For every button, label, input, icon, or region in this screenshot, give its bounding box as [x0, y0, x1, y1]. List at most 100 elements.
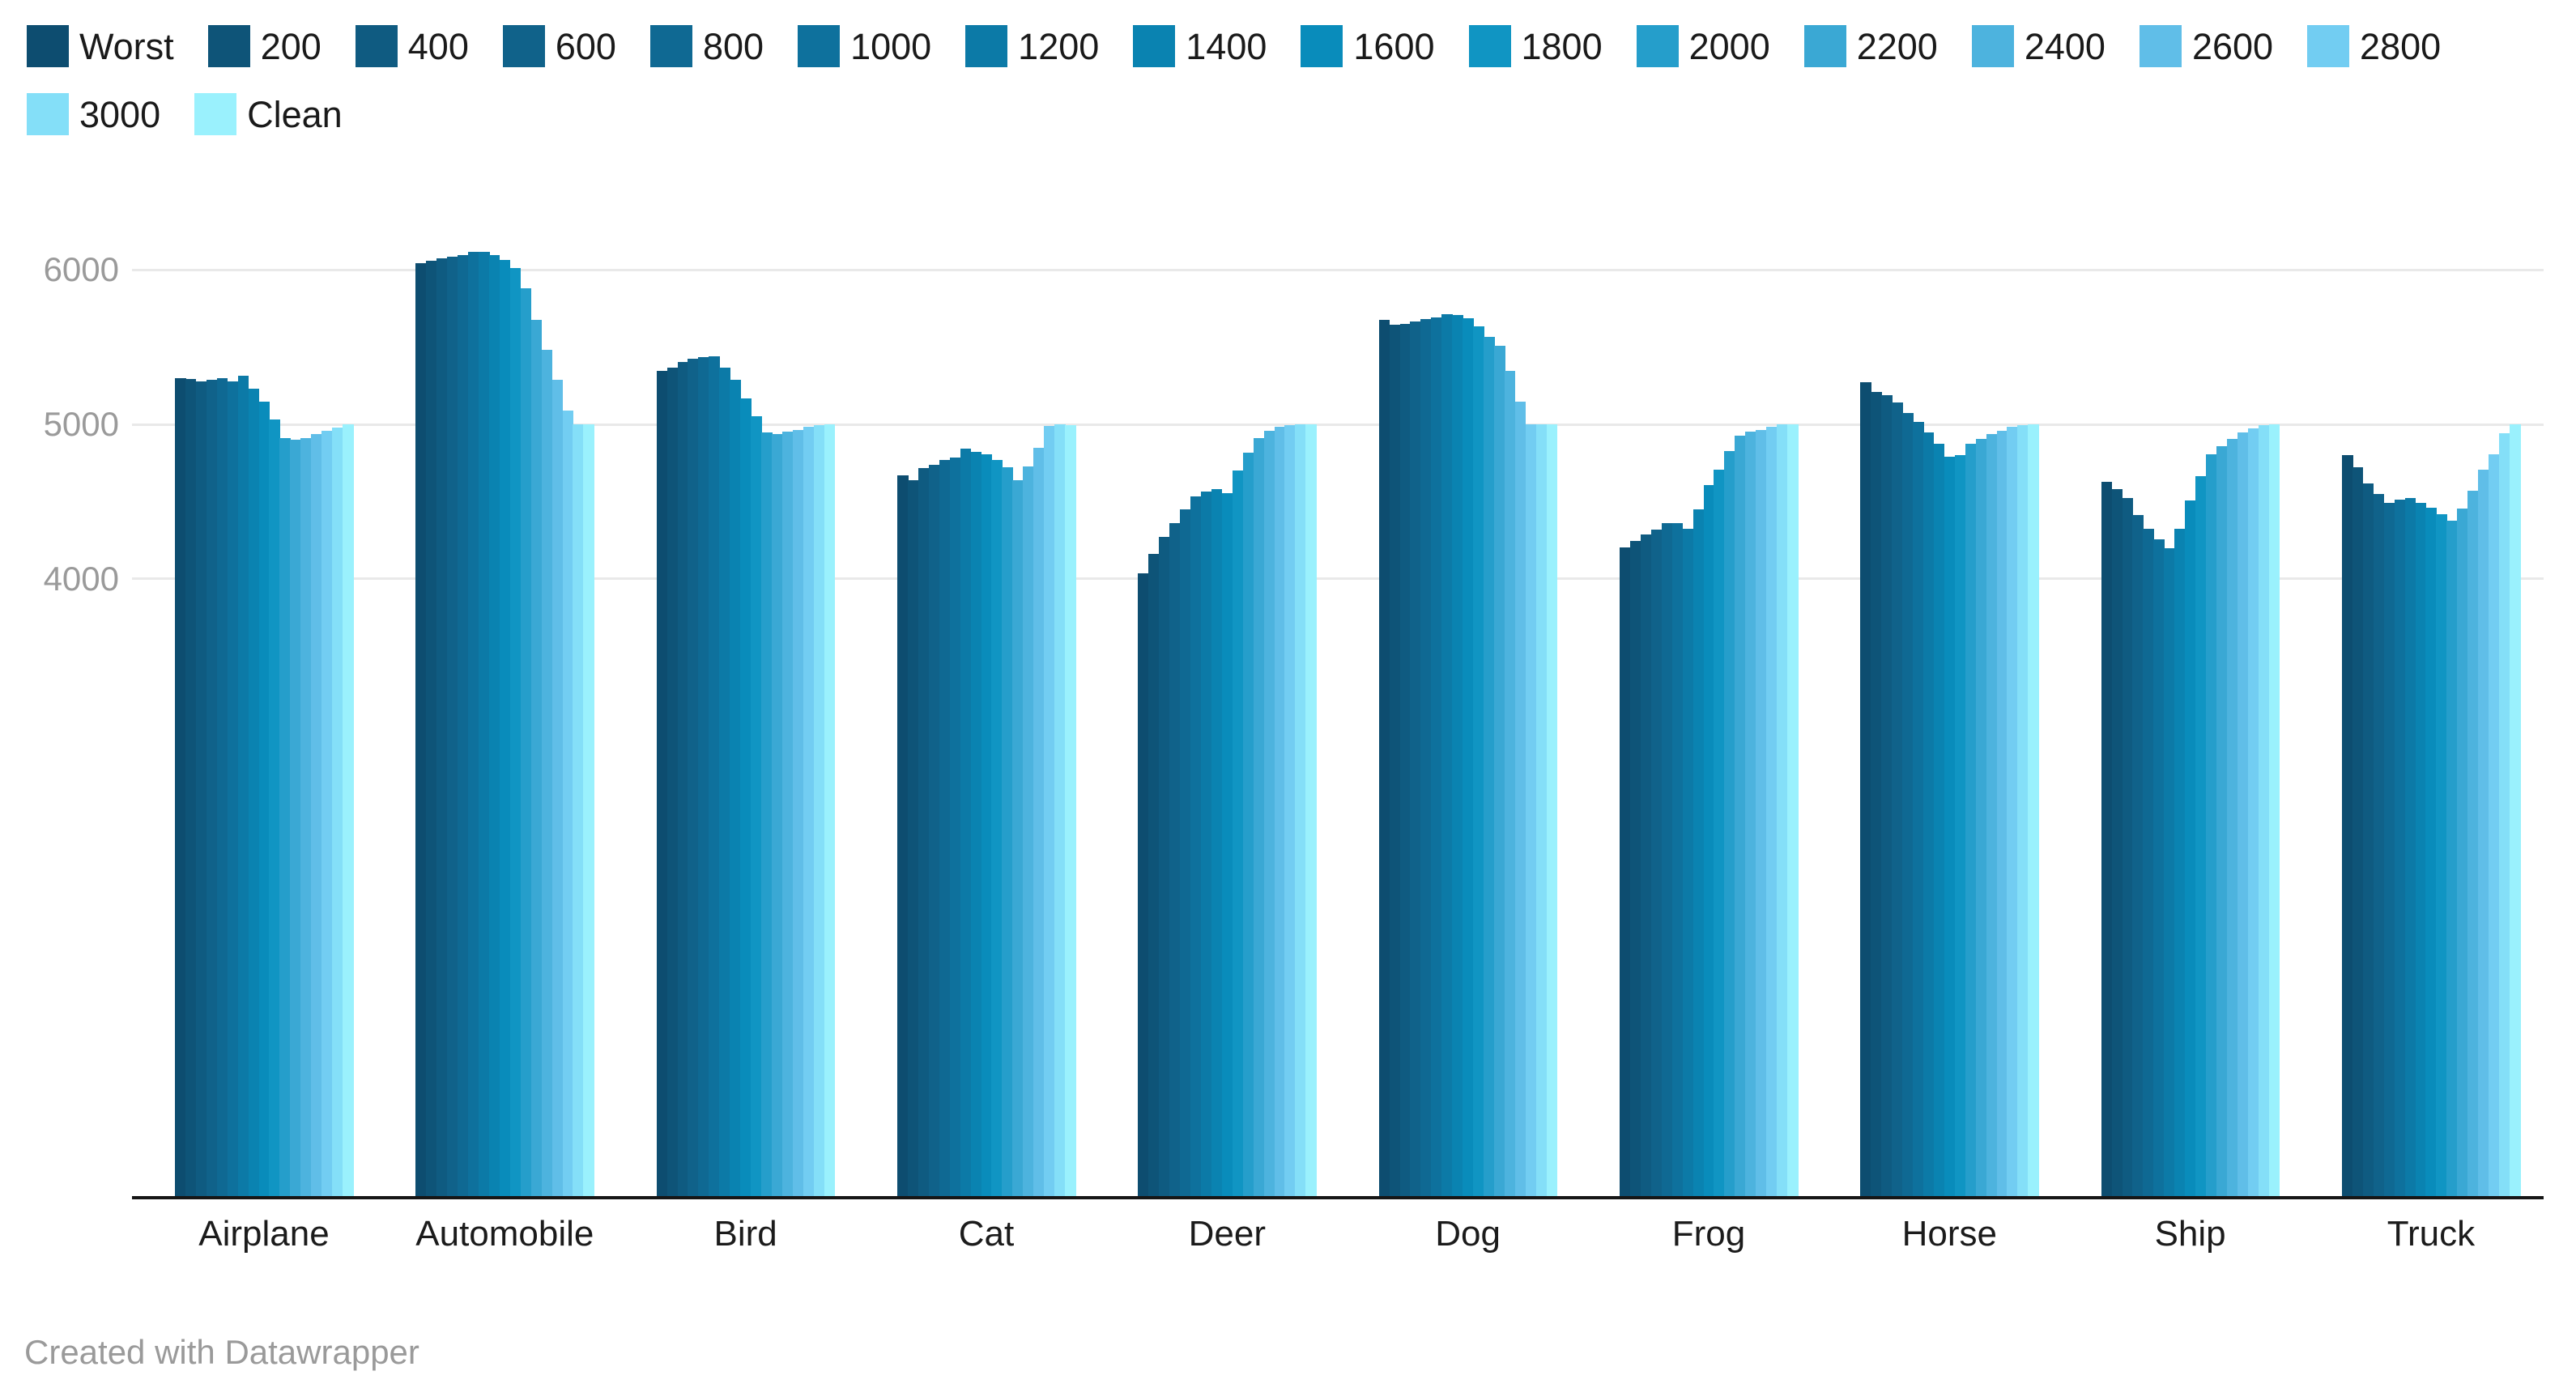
- bar-truck-1400: [2415, 503, 2427, 1196]
- bar-dog-1200: [1441, 313, 1453, 1196]
- bar-horse-worst: [1860, 381, 1871, 1196]
- x-axis-category-label: Automobile: [415, 1214, 594, 1254]
- legend-item: 1400: [1133, 25, 1267, 67]
- bar-ship-1400: [2174, 528, 2186, 1196]
- gridline-5000: [132, 423, 2544, 426]
- legend-label: 2000: [1688, 25, 1770, 67]
- bar-automobile-clean: [583, 424, 594, 1196]
- bar-dog-clean: [1546, 424, 1558, 1196]
- chart-legend: Worst 200 400 600 800 1000 1200 1400 1600 1800 200…: [27, 25, 2553, 135]
- legend-item: Worst: [27, 25, 174, 67]
- bar-cat-600: [928, 464, 940, 1196]
- legend-swatch: [502, 25, 545, 67]
- bar-horse-1200: [1922, 432, 1935, 1196]
- bar-bird-3000: [813, 424, 825, 1196]
- bar-cat-worst: [896, 475, 909, 1196]
- bar-bird-1800: [751, 415, 762, 1196]
- bar-cat-3000: [1054, 424, 1066, 1196]
- bar-cat-1200: [960, 449, 972, 1196]
- legend-item: 800: [649, 25, 764, 67]
- bar-deer-1200: [1200, 491, 1212, 1196]
- legend-swatch: [194, 93, 237, 135]
- legend-item: 3000: [27, 93, 160, 135]
- bar-frog-1600: [1703, 485, 1715, 1196]
- bar-airplane-2200: [290, 440, 301, 1196]
- bar-automobile-1400: [488, 255, 500, 1196]
- bar-ship-400: [2122, 497, 2134, 1196]
- bar-bird-2600: [792, 429, 804, 1196]
- bar-dog-1800: [1473, 326, 1484, 1196]
- gridline-6000: [132, 268, 2544, 271]
- x-axis-line: [132, 1196, 2544, 1199]
- legend-label: Worst: [79, 25, 174, 67]
- legend-swatch: [1468, 25, 1511, 67]
- bar-horse-200: [1871, 391, 1882, 1196]
- bar-truck-1800: [2436, 513, 2447, 1196]
- bar-deer-600: [1169, 522, 1181, 1196]
- bar-airplane-2600: [311, 434, 322, 1196]
- x-axis-category-label: Airplane: [198, 1214, 330, 1254]
- bar-automobile-1200: [478, 252, 490, 1196]
- bar-automobile-2400: [541, 349, 553, 1196]
- legend-item: 2000: [1636, 25, 1770, 67]
- legend-item: 2600: [2139, 25, 2273, 67]
- legend-swatch: [2139, 25, 2182, 67]
- legend-item: 200: [207, 25, 321, 67]
- bar-cat-1000: [949, 457, 961, 1196]
- legend-item: 600: [502, 25, 616, 67]
- y-axis-tick-label: 5000: [43, 405, 119, 443]
- bar-truck-200: [2352, 467, 2364, 1196]
- bar-truck-worst: [2341, 455, 2353, 1196]
- bar-frog-worst: [1619, 547, 1631, 1196]
- bar-bird-400: [677, 361, 689, 1196]
- bar-frog-1800: [1714, 470, 1725, 1196]
- legend-item: 1600: [1301, 25, 1435, 67]
- bar-truck-3000: [2499, 433, 2510, 1196]
- bar-dog-200: [1389, 325, 1401, 1196]
- bar-frog-600: [1650, 529, 1663, 1196]
- bar-airplane-400: [195, 381, 207, 1196]
- bar-cat-400: [918, 468, 930, 1196]
- bar-frog-1200: [1682, 528, 1694, 1196]
- bar-ship-600: [2132, 515, 2144, 1196]
- bar-airplane-3000: [332, 427, 343, 1196]
- legend-label: 400: [407, 25, 469, 67]
- x-axis-category-label: Dog: [1435, 1214, 1501, 1254]
- bar-dog-400: [1399, 324, 1411, 1196]
- bar-dog-600: [1410, 321, 1421, 1196]
- legend-item: 1200: [965, 25, 1099, 67]
- bar-automobile-2600: [551, 379, 564, 1196]
- bar-frog-2800: [1766, 426, 1778, 1196]
- bar-ship-2600: [2237, 432, 2249, 1196]
- bar-automobile-2800: [562, 410, 574, 1196]
- bar-frog-3000: [1777, 424, 1788, 1196]
- legend-label: Clean: [247, 93, 343, 135]
- bar-cat-2600: [1033, 447, 1045, 1196]
- bar-bird-800: [698, 357, 709, 1196]
- bar-deer-2800: [1284, 424, 1297, 1196]
- bar-ship-3000: [2258, 424, 2270, 1196]
- bar-bird-1200: [719, 368, 730, 1196]
- x-axis-category-label: Truck: [2387, 1214, 2476, 1254]
- legend-label: 600: [555, 25, 616, 67]
- bar-dog-2200: [1494, 345, 1505, 1196]
- bar-automobile-200: [426, 260, 437, 1196]
- bar-dog-2400: [1504, 371, 1516, 1196]
- bar-frog-clean: [1787, 424, 1799, 1196]
- bar-deer-200: [1148, 554, 1160, 1196]
- bar-bird-2000: [761, 432, 773, 1196]
- x-axis-category-label: Ship: [2154, 1214, 2226, 1254]
- bar-bird-2800: [803, 426, 815, 1196]
- bar-ship-2800: [2247, 428, 2259, 1196]
- datawrapper-credit[interactable]: Created with Datawrapper: [24, 1333, 419, 1371]
- bar-truck-400: [2362, 483, 2374, 1196]
- bar-airplane-200: [185, 378, 197, 1196]
- bar-horse-3000: [2017, 424, 2029, 1196]
- bar-horse-2600: [1996, 430, 2008, 1196]
- bar-dog-2600: [1514, 402, 1526, 1196]
- bar-horse-1000: [1913, 422, 1924, 1196]
- bar-automobile-3000: [573, 424, 584, 1196]
- legend-swatch: [1971, 25, 2014, 67]
- bar-airplane-2400: [300, 438, 312, 1196]
- bar-horse-2400: [1986, 434, 1998, 1196]
